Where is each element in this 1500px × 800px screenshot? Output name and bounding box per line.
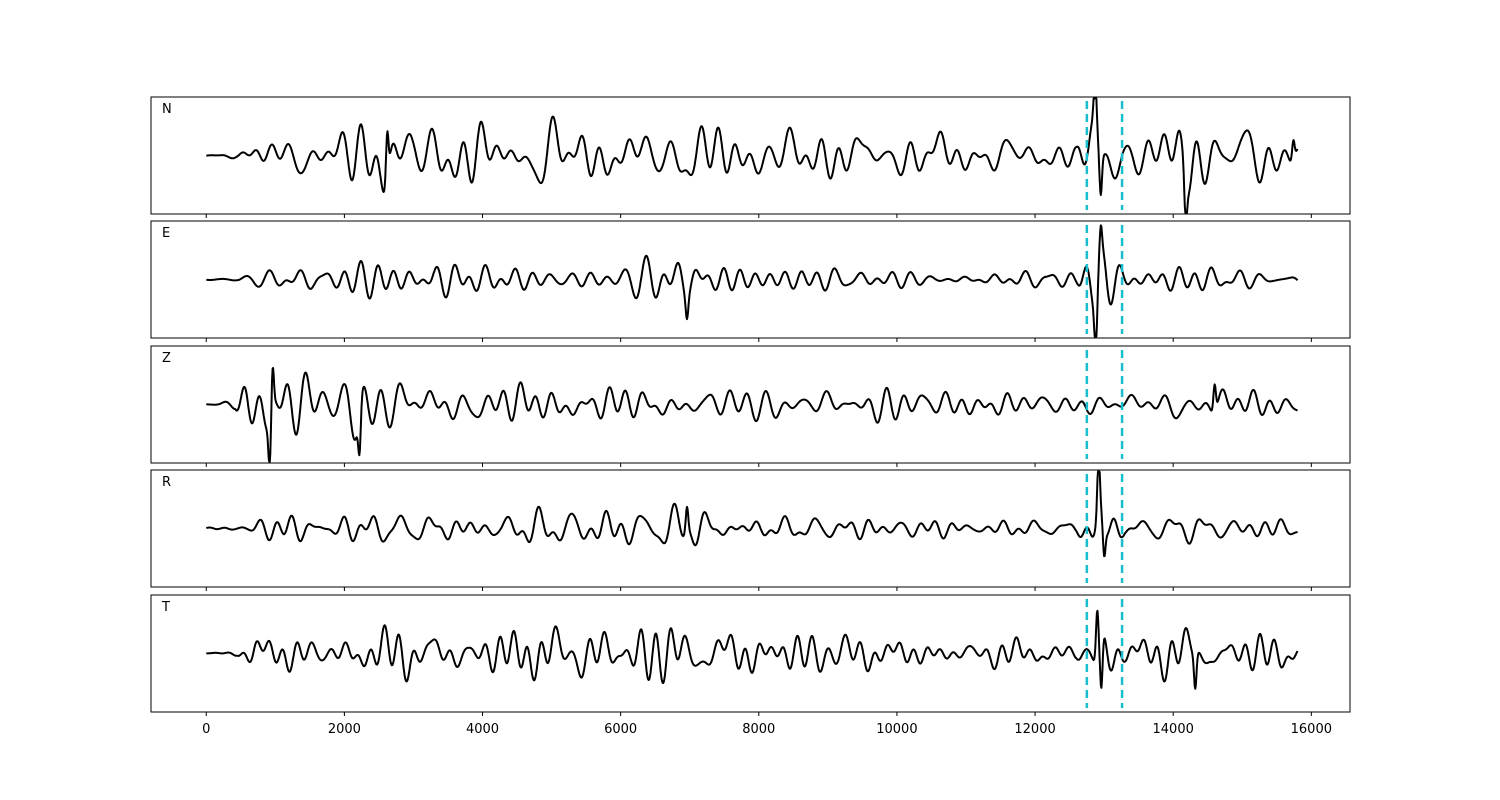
panel-frame — [150, 96, 1351, 215]
x-tick-label: 14000 — [1153, 722, 1194, 737]
panel-frame — [150, 469, 1351, 588]
trace-t — [205, 609, 1299, 690]
component-label: Z — [162, 351, 171, 366]
panel-t: T — [150, 594, 1351, 716]
panel-z: Z — [150, 345, 1351, 467]
panel-r: R — [150, 469, 1351, 591]
x-tick-label: 6000 — [604, 722, 637, 737]
panel-frame — [150, 594, 1351, 713]
panel-n: N — [150, 96, 1351, 218]
component-label: R — [162, 475, 171, 490]
x-tick-label: 12000 — [1014, 722, 1055, 737]
panel-e: E — [150, 220, 1351, 342]
x-tick-label: 10000 — [876, 722, 917, 737]
x-tick-label: 4000 — [466, 722, 499, 737]
panel-frame — [150, 220, 1351, 339]
panel-frame — [150, 345, 1351, 464]
trace-n — [205, 97, 1299, 214]
trace-r — [205, 470, 1298, 558]
x-tick-label: 8000 — [742, 722, 775, 737]
trace-panels: N E Z R T — [150, 96, 1351, 716]
trace-z — [205, 367, 1299, 463]
component-label: N — [162, 102, 172, 117]
component-label: T — [161, 600, 170, 615]
shared-x-axis: 0 2000 4000 6000 8000 10000 12000 14000 16000 — [202, 722, 1332, 737]
component-label: E — [162, 226, 170, 241]
x-tick-label: 16000 — [1291, 722, 1332, 737]
trace-e — [205, 224, 1299, 338]
x-tick-label: 2000 — [328, 722, 361, 737]
x-tick-label: 0 — [202, 722, 210, 737]
